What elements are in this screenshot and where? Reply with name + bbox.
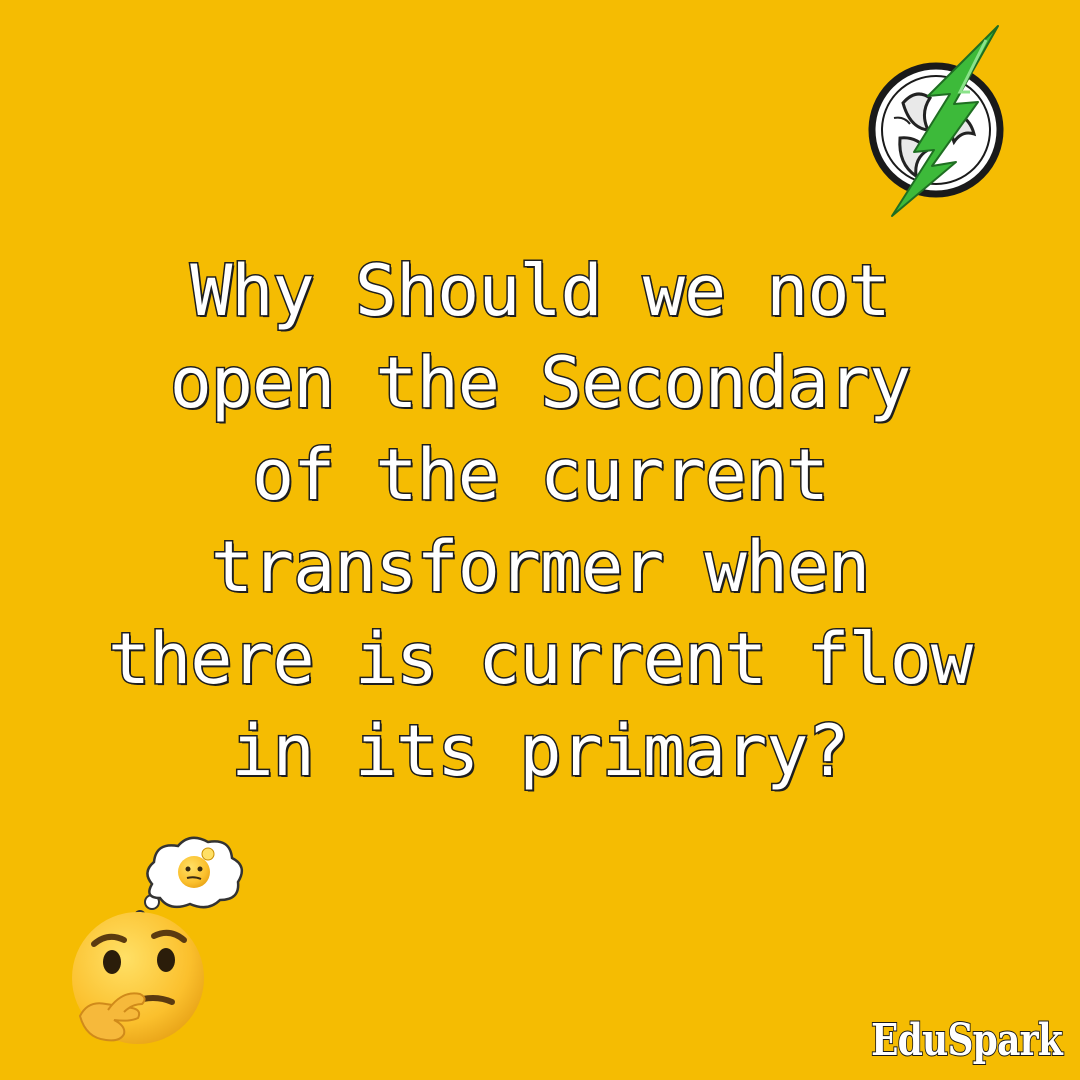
question-line: transformer when — [209, 525, 871, 610]
lightning-bolt-claw-logo-icon — [868, 25, 1004, 217]
brand-logo-text: EduSpark — [870, 1014, 1064, 1067]
thought-bubble-icon — [134, 836, 244, 922]
question-line: of the current — [250, 433, 830, 518]
question-line: Why Should we not — [189, 249, 892, 334]
question-line: open the Secondary — [168, 341, 913, 426]
question-text: Why Should we not open the Secondary of … — [10, 245, 1070, 797]
thinking-face-emoji-icon — [72, 836, 244, 1044]
question-line: in its primary? — [230, 709, 851, 794]
question-line: there is current flow — [106, 617, 974, 702]
